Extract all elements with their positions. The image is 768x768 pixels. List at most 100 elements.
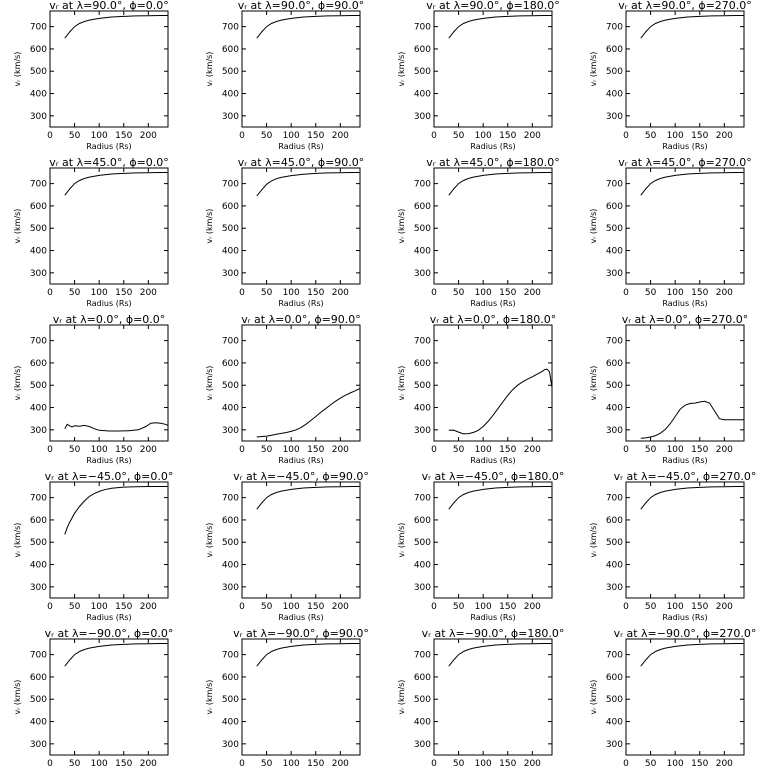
y-tick-label: 400 — [30, 247, 47, 257]
y-tick-label: 700 — [222, 180, 239, 190]
x-tick-label: 100 — [667, 131, 684, 141]
x-tick-label: 50 — [261, 602, 273, 612]
y-tick-label: 700 — [30, 180, 47, 190]
y-tick-label: 500 — [30, 381, 47, 391]
x-tick-label: 150 — [115, 602, 132, 612]
y-axis-label: vᵣ (km/s) — [13, 523, 22, 558]
x-axis-label: Radius (Rs) — [662, 613, 707, 622]
x-tick-label: 150 — [115, 445, 132, 455]
chart-title: vᵣ at λ=45.0°, ϕ=90.0° — [238, 156, 365, 169]
chart-panel: vᵣ at λ=−90.0°, ϕ=90.0° 0 50 100 150 200 300 40… — [205, 627, 369, 768]
y-tick-label: 500 — [606, 695, 623, 705]
y-tick-label: 300 — [606, 269, 623, 279]
x-tick-label: 0 — [431, 131, 437, 141]
chart-panel: vᵣ at λ=45.0°, ϕ=90.0° 0 50 100 150 200 300 400… — [205, 156, 364, 308]
x-tick-label: 100 — [667, 602, 684, 612]
y-tick-label: 400 — [606, 561, 623, 571]
chart-panel: vᵣ at λ=−90.0°, ϕ=270.0° 0 50 100 150 200 300 4… — [589, 627, 756, 768]
y-tick-label: 600 — [606, 359, 623, 369]
x-tick-label: 150 — [499, 602, 516, 612]
x-axis-label: Radius (Rs) — [278, 613, 323, 622]
y-tick-label: 700 — [606, 180, 623, 190]
y-tick-label: 300 — [30, 426, 47, 436]
y-tick-label: 700 — [606, 337, 623, 347]
x-tick-label: 0 — [47, 131, 53, 141]
x-tick-label: 100 — [475, 445, 492, 455]
series-line — [64, 486, 168, 535]
chart-title: vᵣ at λ=0.0°, ϕ=90.0° — [241, 313, 361, 326]
plot-frame — [625, 638, 745, 756]
y-tick-label: 600 — [414, 673, 431, 683]
y-tick-label: 400 — [30, 90, 47, 100]
x-tick-label: 150 — [307, 759, 324, 768]
plot-frame — [49, 10, 169, 128]
y-tick-label: 700 — [414, 651, 431, 661]
x-tick-label: 150 — [307, 288, 324, 298]
y-tick-label: 400 — [414, 718, 431, 728]
x-tick-label: 0 — [239, 602, 245, 612]
y-tick-label: 600 — [222, 359, 239, 369]
series-line — [64, 643, 168, 667]
y-tick-label: 300 — [30, 269, 47, 279]
y-axis-label: vᵣ (km/s) — [205, 523, 214, 558]
y-tick-label: 600 — [606, 45, 623, 55]
series-line — [64, 15, 168, 39]
y-tick-label: 400 — [414, 90, 431, 100]
series-line — [256, 172, 360, 197]
y-tick-label: 400 — [606, 404, 623, 414]
x-tick-label: 50 — [453, 759, 465, 768]
y-tick-label: 300 — [30, 583, 47, 593]
plot-frame — [625, 481, 745, 599]
y-axis-label: vᵣ (km/s) — [589, 366, 598, 401]
y-tick-label: 500 — [222, 224, 239, 234]
x-tick-label: 200 — [524, 288, 541, 298]
x-tick-label: 150 — [115, 131, 132, 141]
x-tick-label: 200 — [332, 602, 349, 612]
chart-title: vᵣ at λ=45.0°, ϕ=0.0° — [49, 156, 169, 169]
y-tick-label: 300 — [222, 583, 239, 593]
y-tick-label: 700 — [222, 337, 239, 347]
x-tick-label: 50 — [261, 131, 273, 141]
y-axis-label: vᵣ (km/s) — [589, 209, 598, 244]
y-tick-label: 300 — [606, 426, 623, 436]
y-axis-label: vᵣ (km/s) — [13, 209, 22, 244]
x-axis-label: Radius (Rs) — [86, 299, 131, 308]
y-tick-label: 600 — [414, 45, 431, 55]
x-tick-label: 100 — [91, 445, 108, 455]
x-tick-label: 0 — [623, 759, 629, 768]
x-tick-label: 100 — [667, 288, 684, 298]
plot-frame — [625, 324, 745, 442]
x-tick-label: 0 — [623, 445, 629, 455]
y-tick-label: 400 — [414, 247, 431, 257]
series-line — [256, 486, 360, 510]
plot-frame — [241, 324, 361, 442]
series-line — [640, 15, 744, 39]
plot-frame — [49, 481, 169, 599]
y-tick-label: 600 — [606, 673, 623, 683]
x-tick-label: 200 — [332, 759, 349, 768]
x-tick-label: 100 — [283, 288, 300, 298]
chart-title: vᵣ at λ=0.0°, ϕ=270.0° — [622, 313, 749, 326]
y-tick-label: 400 — [222, 561, 239, 571]
x-tick-label: 100 — [667, 759, 684, 768]
y-tick-label: 400 — [30, 561, 47, 571]
y-tick-label: 500 — [414, 67, 431, 77]
x-tick-label: 200 — [716, 759, 733, 768]
chart-panel: vᵣ at λ=90.0°, ϕ=0.0° 0 50 100 150 200 300 400 5… — [13, 0, 169, 151]
x-tick-label: 0 — [623, 288, 629, 298]
x-tick-label: 150 — [691, 445, 708, 455]
chart-panel: vᵣ at λ=−90.0°, ϕ=0.0° 0 50 100 150 200 300 400… — [13, 627, 173, 768]
x-tick-label: 0 — [623, 131, 629, 141]
y-tick-label: 700 — [606, 23, 623, 33]
chart-panel: vᵣ at λ=−45.0°, ϕ=180.0° 0 50 100 150 200 300 4… — [397, 470, 564, 622]
y-tick-label: 600 — [414, 359, 431, 369]
chart-panel: vᵣ at λ=−45.0°, ϕ=0.0° 0 50 100 150 200 300 400… — [13, 470, 173, 622]
chart-title: vᵣ at λ=0.0°, ϕ=180.0° — [430, 313, 557, 326]
x-tick-label: 200 — [140, 131, 157, 141]
y-tick-label: 700 — [222, 651, 239, 661]
series-line — [64, 172, 168, 196]
chart-panel: vᵣ at λ=0.0°, ϕ=180.0° 0 50 100 150 200 300 400… — [397, 313, 556, 465]
chart-panel: vᵣ at λ=0.0°, ϕ=0.0° 0 50 100 150 200 300 400 50… — [13, 313, 169, 465]
x-tick-label: 0 — [239, 131, 245, 141]
